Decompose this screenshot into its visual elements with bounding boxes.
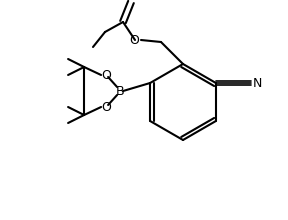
- Text: O: O: [129, 33, 139, 46]
- Text: B: B: [116, 84, 124, 97]
- Text: N: N: [253, 77, 262, 90]
- Text: O: O: [101, 101, 111, 114]
- Text: O: O: [101, 68, 111, 81]
